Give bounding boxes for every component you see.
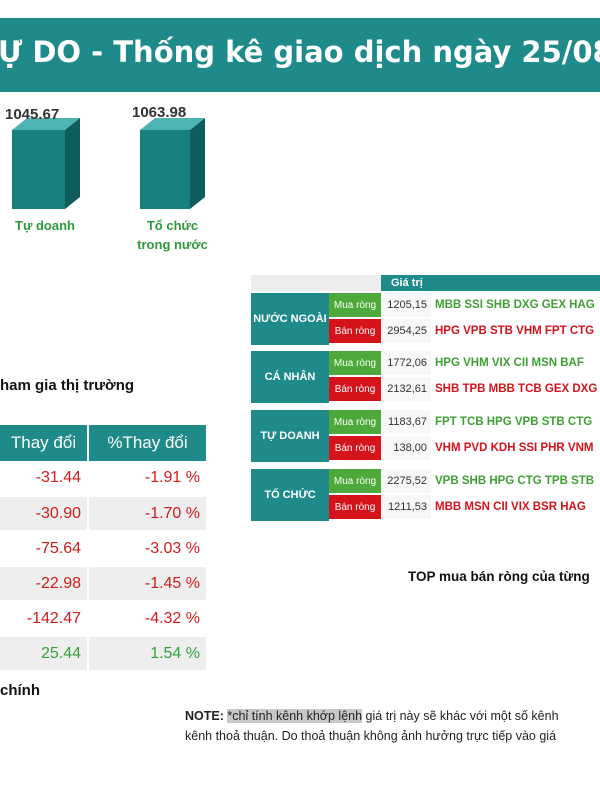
group-tu-doanh: TỰ DOANH Mua ròng 1183,67 FPT TCB HPG VP… (251, 410, 600, 462)
sell-tickers: SHB TPB MBB TCB GEX DXG (431, 377, 600, 401)
buy-value: 1205,15 (381, 293, 431, 317)
sell-row: Bán ròng 1211,53 MBB MSN CII VIX BSR HAG (329, 495, 600, 521)
buy-tickers: FPT TCB HPG VPB STB CTG (431, 410, 600, 434)
column-header-pct-change: %Thay đổi (88, 425, 208, 461)
header-bar: Ự DO - Thống kê giao dịch ngày 25/08/202… (0, 18, 600, 92)
column-header-change: Thay đổi (0, 425, 89, 461)
buy-tickers: VPB SHB HPG CTG TPB STB (431, 469, 600, 493)
buy-row: Mua ròng 2275,52 VPB SHB HPG CTG TPB STB (329, 469, 600, 495)
bar-label-line: Tự doanh (15, 218, 75, 233)
sell-row: Bán ròng 138,00 VHM PVD KDH SSI PHR VNM (329, 436, 600, 462)
page-title: Ự DO - Thống kê giao dịch ngày 25/08/202… (0, 35, 600, 69)
note-highlight: *chỉ tính kênh khớp lệnh (227, 709, 363, 723)
sell-tickers: MBB MSN CII VIX BSR HAG (431, 495, 600, 519)
change-cell: -75.64 (0, 531, 89, 567)
sell-tickers: HPG VPB STB VHM FPT CTG (431, 319, 600, 343)
value-header-spacer (251, 275, 381, 291)
buy-tickers: HPG VHM VIX CII MSN BAF (431, 351, 600, 375)
change-cell: 25.44 (0, 636, 89, 672)
change-table: Thay đổi %Thay đổi -31.44 -1.91 % -30.90… (0, 425, 208, 672)
note-line-1: NOTE: *chỉ tính kênh khớp lệnh giá trị n… (185, 706, 600, 726)
note-line-2: kênh thoả thuận. Do thoả thuận không ảnh… (185, 729, 557, 743)
sell-value: 2954,25 (381, 319, 431, 343)
sell-value: 1211,53 (381, 495, 431, 519)
bar-tu-doanh (12, 118, 80, 209)
buy-row: Mua ròng 1205,15 MBB SSI SHB DXG GEX HAG (329, 293, 600, 319)
buy-value: 1183,67 (381, 410, 431, 434)
sell-tickers: VHM PVD KDH SSI PHR VNM (431, 436, 600, 460)
sell-label: Bán ròng (329, 436, 381, 460)
group-name: NƯỚC NGOÀI (251, 293, 329, 345)
pct-cell: -4.32 % (88, 601, 208, 637)
group-nuoc-ngoai: NƯỚC NGOÀI Mua ròng 1205,15 MBB SSI SHB … (251, 293, 600, 345)
pct-cell: -1.91 % (88, 461, 208, 497)
sell-value: 138,00 (381, 436, 431, 460)
pct-cell: 1.54 % (88, 636, 208, 672)
group-name: TỰ DOANH (251, 410, 329, 462)
change-cell: -31.44 (0, 461, 89, 497)
buy-label: Mua ròng (329, 469, 381, 493)
sell-row: Bán ròng 2132,61 SHB TPB MBB TCB GEX DXG (329, 377, 600, 403)
buy-label: Mua ròng (329, 351, 381, 375)
sell-row: Bán ròng 2954,25 HPG VPB STB VHM FPT CTG (329, 319, 600, 345)
note: NOTE: *chỉ tính kênh khớp lệnh giá trị n… (185, 706, 600, 746)
sell-label: Bán ròng (329, 495, 381, 519)
note-text: giá trị này sẽ khác với một số kênh (362, 709, 559, 723)
sell-value: 2132,61 (381, 377, 431, 401)
sell-label: Bán ròng (329, 377, 381, 401)
table-row: -31.44 -1.91 % (0, 461, 208, 497)
change-cell: -30.90 (0, 496, 89, 532)
bar-label-tu-doanh: Tự doanh (0, 216, 90, 235)
group-name: TỔ CHỨC (251, 469, 329, 521)
bar-label-line: Tổ chức (146, 218, 199, 233)
sell-label: Bán ròng (329, 319, 381, 343)
section-title-participation: ham gia thị trường (0, 377, 135, 394)
pct-cell: -1.45 % (88, 566, 208, 602)
buy-label: Mua ròng (329, 293, 381, 317)
bar-to-chuc-trong-nuoc (140, 118, 205, 209)
buy-label: Mua ròng (329, 410, 381, 434)
table-row: 25.44 1.54 % (0, 636, 208, 672)
table-row: -30.90 -1.70 % (0, 496, 208, 532)
bar-value-to-chuc: 1063.98 (132, 104, 187, 121)
buy-tickers: MBB SSI SHB DXG GEX HAG (431, 293, 600, 317)
value-header: Giá trị (381, 275, 600, 291)
group-ca-nhan: CÁ NHÂN Mua ròng 1772,06 HPG VHM VIX CII… (251, 351, 600, 403)
table-row: -22.98 -1.45 % (0, 566, 208, 602)
table-row: -142.47 -4.32 % (0, 601, 208, 637)
change-cell: -142.47 (0, 601, 89, 637)
top-net-caption: TOP mua bán ròng của từng (408, 569, 590, 584)
pct-cell: -1.70 % (88, 496, 208, 532)
group-name: CÁ NHÂN (251, 351, 329, 403)
buy-value: 2275,52 (381, 469, 431, 493)
change-cell: -22.98 (0, 566, 89, 602)
bar-label-to-chuc: Tổ chức trong nước (125, 216, 220, 254)
bar-label-line: trong nước (137, 237, 208, 252)
bar-chart (12, 118, 205, 209)
buy-value: 1772,06 (381, 351, 431, 375)
bar-value-tu-doanh: 1045.67 (5, 106, 60, 123)
pct-cell: -3.03 % (88, 531, 208, 567)
section-footer-label: chính (0, 682, 40, 699)
note-prefix: NOTE: (185, 709, 224, 723)
buy-row: Mua ròng 1183,67 FPT TCB HPG VPB STB CTG (329, 410, 600, 436)
table-row: -75.64 -3.03 % (0, 531, 208, 567)
buy-row: Mua ròng 1772,06 HPG VHM VIX CII MSN BAF (329, 351, 600, 377)
group-to-chuc: TỔ CHỨC Mua ròng 2275,52 VPB SHB HPG CTG… (251, 469, 600, 521)
